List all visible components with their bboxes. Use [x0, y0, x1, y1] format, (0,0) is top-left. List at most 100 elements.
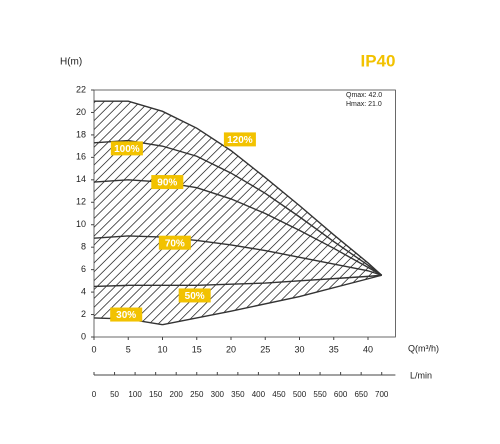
hatch-line: [189, 101, 382, 325]
badge: IP40: [361, 51, 396, 70]
x2-tick-label: 400: [252, 390, 266, 399]
hatch-line: [94, 101, 270, 325]
hatch-line: [135, 101, 382, 325]
y-tick-label: 10: [76, 219, 86, 229]
hatch-line: [94, 101, 261, 325]
speed-curve: [162, 274, 382, 326]
hatch-line: [126, 101, 378, 325]
speed-curve: [93, 179, 383, 276]
speed-curve: [93, 235, 382, 276]
y-tick-label: 12: [76, 197, 86, 207]
hatch-line: [207, 101, 382, 325]
y-tick-label: 18: [76, 129, 86, 139]
hatch-line: [288, 101, 382, 325]
y-axis-label: H(m): [60, 57, 82, 68]
speed-curve: [93, 274, 382, 288]
curve-label-box: [223, 132, 256, 147]
x2-tick-label: 700: [375, 390, 389, 399]
x2-tick-label: 0: [92, 390, 97, 399]
hatch-line: [94, 101, 207, 325]
hatching: [0, 90, 500, 337]
plot-frame: [93, 89, 396, 338]
x2-tick-label: 50: [110, 390, 119, 399]
hatch-line: [94, 101, 180, 325]
hatch-line: [94, 101, 198, 325]
curve-label-box: [110, 307, 143, 322]
hatch-line: [94, 101, 99, 325]
x2-axis-label: L/min: [410, 370, 432, 380]
hatch-line: [0, 90, 71, 337]
y-tick-label: 6: [81, 264, 86, 274]
hatch-line: [216, 101, 382, 325]
x2-tick-label: 500: [293, 390, 307, 399]
hatch-line: [94, 101, 252, 325]
hatch-line: [261, 101, 382, 325]
hatch-line: [0, 90, 89, 337]
x2-tick-label: 100: [128, 390, 142, 399]
hatch-line: [94, 101, 153, 325]
x2-tick-label: 350: [231, 390, 245, 399]
x2-tick-label: 150: [149, 390, 163, 399]
legend-label: 100%: [114, 144, 140, 155]
legend-label: 70%: [165, 238, 185, 249]
hatch-line: [94, 101, 189, 325]
x2-tick-label: 250: [190, 390, 204, 399]
y-tick-label: 2: [81, 309, 86, 319]
hatch-line: [378, 101, 382, 325]
hatch-line: [0, 90, 53, 337]
y-tick-label: 22: [76, 84, 86, 94]
hatch-line: [279, 101, 382, 325]
legend-label: 120%: [227, 135, 253, 146]
hatch-line: [99, 101, 351, 325]
legend-label: 30%: [116, 310, 136, 321]
hatch-line: [406, 90, 500, 337]
hatch-line: [324, 101, 382, 325]
annotation: Qmax: 42.0: [346, 92, 382, 99]
hatch-line: [94, 101, 162, 325]
x-tick-label: 30: [294, 344, 304, 354]
x-tick-label: 10: [157, 344, 167, 354]
y-tick-label: 20: [76, 107, 86, 117]
speed-curve: [94, 100, 383, 276]
hatch-line: [342, 101, 382, 325]
y-tick-label: 4: [81, 286, 86, 296]
hatch-line: [94, 101, 135, 325]
x-tick-label: 0: [91, 344, 96, 354]
x2-tick-label: 450: [272, 390, 286, 399]
x-tick-label: 15: [192, 344, 202, 354]
curve-label-box: [151, 175, 184, 190]
hatch-line: [94, 101, 126, 325]
hatch-line: [94, 101, 234, 325]
curve-label-box: [110, 141, 143, 156]
hatch-line: [234, 101, 382, 325]
x-tick-label: 35: [329, 344, 339, 354]
annotation: Hmax: 21.0: [346, 101, 382, 108]
hatch-line: [108, 101, 360, 325]
hatch-line: [315, 101, 382, 325]
hatch-line: [94, 101, 297, 325]
y-tick-label: 14: [76, 174, 86, 184]
y-tick-label: 16: [76, 152, 86, 162]
x2-tick-label: 200: [170, 390, 184, 399]
hatch-line: [369, 101, 382, 325]
hatch-line: [360, 101, 382, 325]
hatch-line: [198, 101, 382, 325]
x-tick-label: 5: [126, 344, 131, 354]
curve-label-box: [158, 235, 191, 250]
hatch-line: [252, 101, 382, 325]
hatch-line: [351, 101, 382, 325]
x2-tick-label: 550: [313, 390, 327, 399]
hatch-line: [388, 90, 500, 337]
hatch-line: [0, 90, 44, 337]
hatch-line: [117, 101, 369, 325]
hatch-line: [94, 101, 342, 325]
x-tick-label: 20: [226, 344, 236, 354]
hatch-line: [0, 90, 80, 337]
hatch-line: [0, 90, 62, 337]
hatch-line: [297, 101, 382, 325]
hatch-line: [306, 101, 382, 325]
hatch-line: [94, 101, 225, 325]
legend-label: 90%: [157, 178, 177, 189]
x2-tick-label: 650: [354, 390, 368, 399]
